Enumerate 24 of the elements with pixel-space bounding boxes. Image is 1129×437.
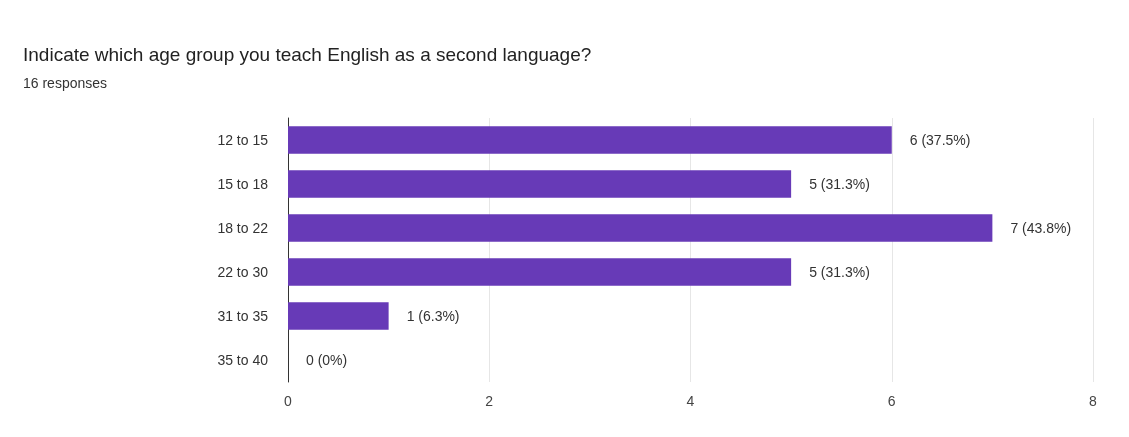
bar [288,258,792,286]
y-tick-label: 18 to 22 [217,220,269,236]
bar [288,302,389,330]
bar [288,126,892,154]
x-tick-label: 6 [887,393,896,409]
x-tick-label: 0 [284,393,293,409]
chart-title: Indicate which age group you teach English as a second language? [23,44,592,65]
x-tick-label: 8 [1089,393,1098,409]
bar [288,214,993,242]
data-label: 6 (37.5%) [909,132,971,148]
text: 16 responses [23,75,108,91]
y-tick-label: 31 to 35 [217,308,269,324]
data-label: 7 (43.8%) [1010,220,1072,236]
x-tick-label: 2 [485,393,494,409]
data-label: 5 (31.3%) [809,264,870,280]
data-label: 5 (31.3%) [809,176,870,192]
y-tick-label: 15 to 18 [217,176,269,192]
y-tick-label: 22 to 30 [217,264,269,280]
x-tick-label: 4 [686,393,695,409]
data-label: 0 (0%) [306,352,348,368]
bar [288,170,792,198]
y-tick-label: 35 to 40 [217,352,269,368]
y-tick-label: 12 to 15 [217,132,269,148]
data-label: 1 (6.3%) [406,308,460,324]
